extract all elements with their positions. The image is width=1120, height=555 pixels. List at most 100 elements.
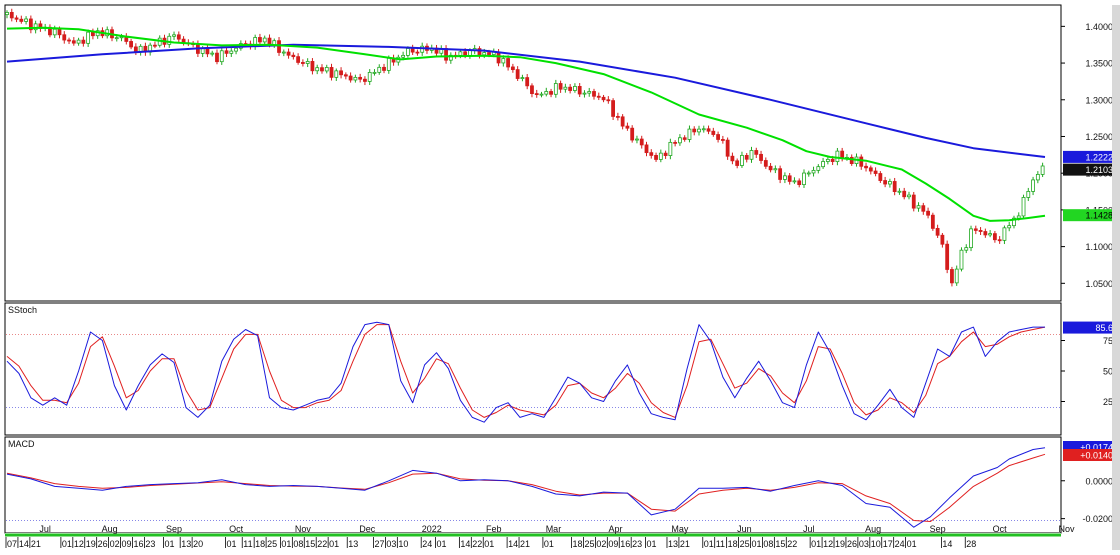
candle-body: [787, 175, 792, 182]
day-label: 01: [544, 539, 554, 549]
price-plot-area: [4, 4, 1062, 302]
candle-body: [954, 268, 959, 284]
candle-body: [219, 50, 224, 63]
macd-y-label: -0.0200: [1082, 514, 1113, 524]
month-label: Jun: [737, 524, 752, 534]
candle-body: [749, 150, 754, 160]
candle-body: [625, 125, 630, 129]
candle-body: [978, 230, 983, 232]
day-label: 26: [98, 539, 108, 549]
candle-body: [553, 83, 558, 95]
candle-body: [725, 139, 730, 157]
candle-body: [343, 74, 348, 77]
day-label: 01: [811, 539, 821, 549]
day-label: 03: [859, 539, 869, 549]
candle-body: [763, 160, 768, 167]
macd-line: [6, 447, 1046, 528]
candle-body: [401, 54, 406, 58]
day-label: 03: [386, 539, 396, 549]
day-label: 08: [763, 539, 773, 549]
candle-body: [305, 61, 310, 64]
day-label: 01: [907, 539, 917, 549]
candle-body: [224, 50, 229, 54]
candle-body: [320, 67, 324, 72]
candle-body: [14, 17, 19, 20]
month-label: Aug: [865, 524, 881, 534]
candle-body: [940, 234, 945, 245]
candle-body: [129, 41, 133, 48]
candle-body: [873, 170, 878, 174]
candle-body: [81, 39, 86, 44]
candle-body: [1016, 215, 1021, 219]
day-label: 13: [348, 539, 358, 549]
candle-body: [377, 66, 382, 73]
macd-panel-title: MACD: [8, 439, 35, 449]
candle-body: [639, 138, 644, 146]
day-label: 25: [740, 539, 750, 549]
month-label: Sep: [930, 524, 946, 534]
time-axis-days: 07 14 21 01 12 19 26 02 09 16 23 01 13 20 01 11 18 25 01 08…: [5, 537, 976, 549]
candle-body: [558, 83, 563, 90]
price-moving-averages: [6, 26, 1046, 222]
badge-stoch-k: 85.6: [1095, 323, 1113, 333]
day-label: 01: [227, 539, 237, 549]
candle-body: [797, 180, 802, 186]
candle-body: [921, 205, 926, 212]
candle-body: [372, 71, 377, 74]
candle-body: [258, 37, 262, 43]
candle-body: [849, 156, 854, 164]
candle-body: [358, 76, 363, 80]
candle-body: [988, 233, 993, 236]
candle-body: [281, 51, 286, 54]
candle-body: [902, 190, 907, 198]
candle-body: [176, 34, 181, 40]
badge-ma-short: 1.1428: [1085, 211, 1113, 221]
stoch-last-value-badges: 85.6: [1063, 321, 1115, 334]
day-label: 01: [329, 539, 339, 549]
candle-body: [367, 72, 372, 82]
candle-body: [687, 128, 692, 140]
candle-body: [1007, 225, 1012, 229]
badge-macd-signal-bg: [1063, 449, 1115, 461]
candle-body: [911, 194, 916, 209]
candle-body: [577, 86, 582, 95]
candle-body: [1040, 165, 1045, 175]
candle-body: [644, 144, 649, 154]
day-label: 01: [281, 539, 291, 549]
candle-body: [67, 39, 71, 42]
day-label: 21: [680, 539, 690, 549]
day-label: 18: [728, 539, 738, 549]
candle-body: [458, 51, 463, 56]
candle-body: [697, 128, 701, 133]
candle-body: [71, 40, 76, 44]
day-label: 09: [122, 539, 132, 549]
candle-body: [611, 100, 615, 117]
day-label: 11: [716, 539, 725, 549]
candle-body: [1021, 197, 1026, 217]
candle-body: [172, 34, 176, 37]
price-y-label: 1.3500: [1085, 59, 1113, 69]
candle-body: [930, 214, 935, 229]
candle-body: [568, 86, 573, 91]
macd-last-value-badges: +0.0174+0.0140: [1063, 441, 1115, 461]
candle-body: [744, 154, 749, 160]
candle-body: [959, 249, 964, 270]
candle-body: [649, 152, 654, 156]
candle-body: [983, 231, 988, 236]
candle-body: [897, 190, 902, 193]
price-last-value-badges: 1.2222 1.2103 1.1428: [1063, 150, 1115, 222]
candle-body: [673, 141, 678, 144]
candle-body: [1026, 191, 1031, 198]
macd-lines: [6, 447, 1060, 528]
candle-body: [802, 172, 806, 186]
candle-body: [114, 37, 119, 40]
day-label: 17: [883, 539, 893, 549]
candle-body: [740, 154, 744, 166]
candle-body: [887, 181, 892, 185]
candle-body: [324, 67, 329, 72]
day-label: 22: [472, 539, 482, 549]
candle-body: [678, 137, 682, 144]
candle-body: [76, 39, 81, 44]
candle-body: [386, 57, 391, 71]
month-label: Apr: [608, 524, 622, 534]
